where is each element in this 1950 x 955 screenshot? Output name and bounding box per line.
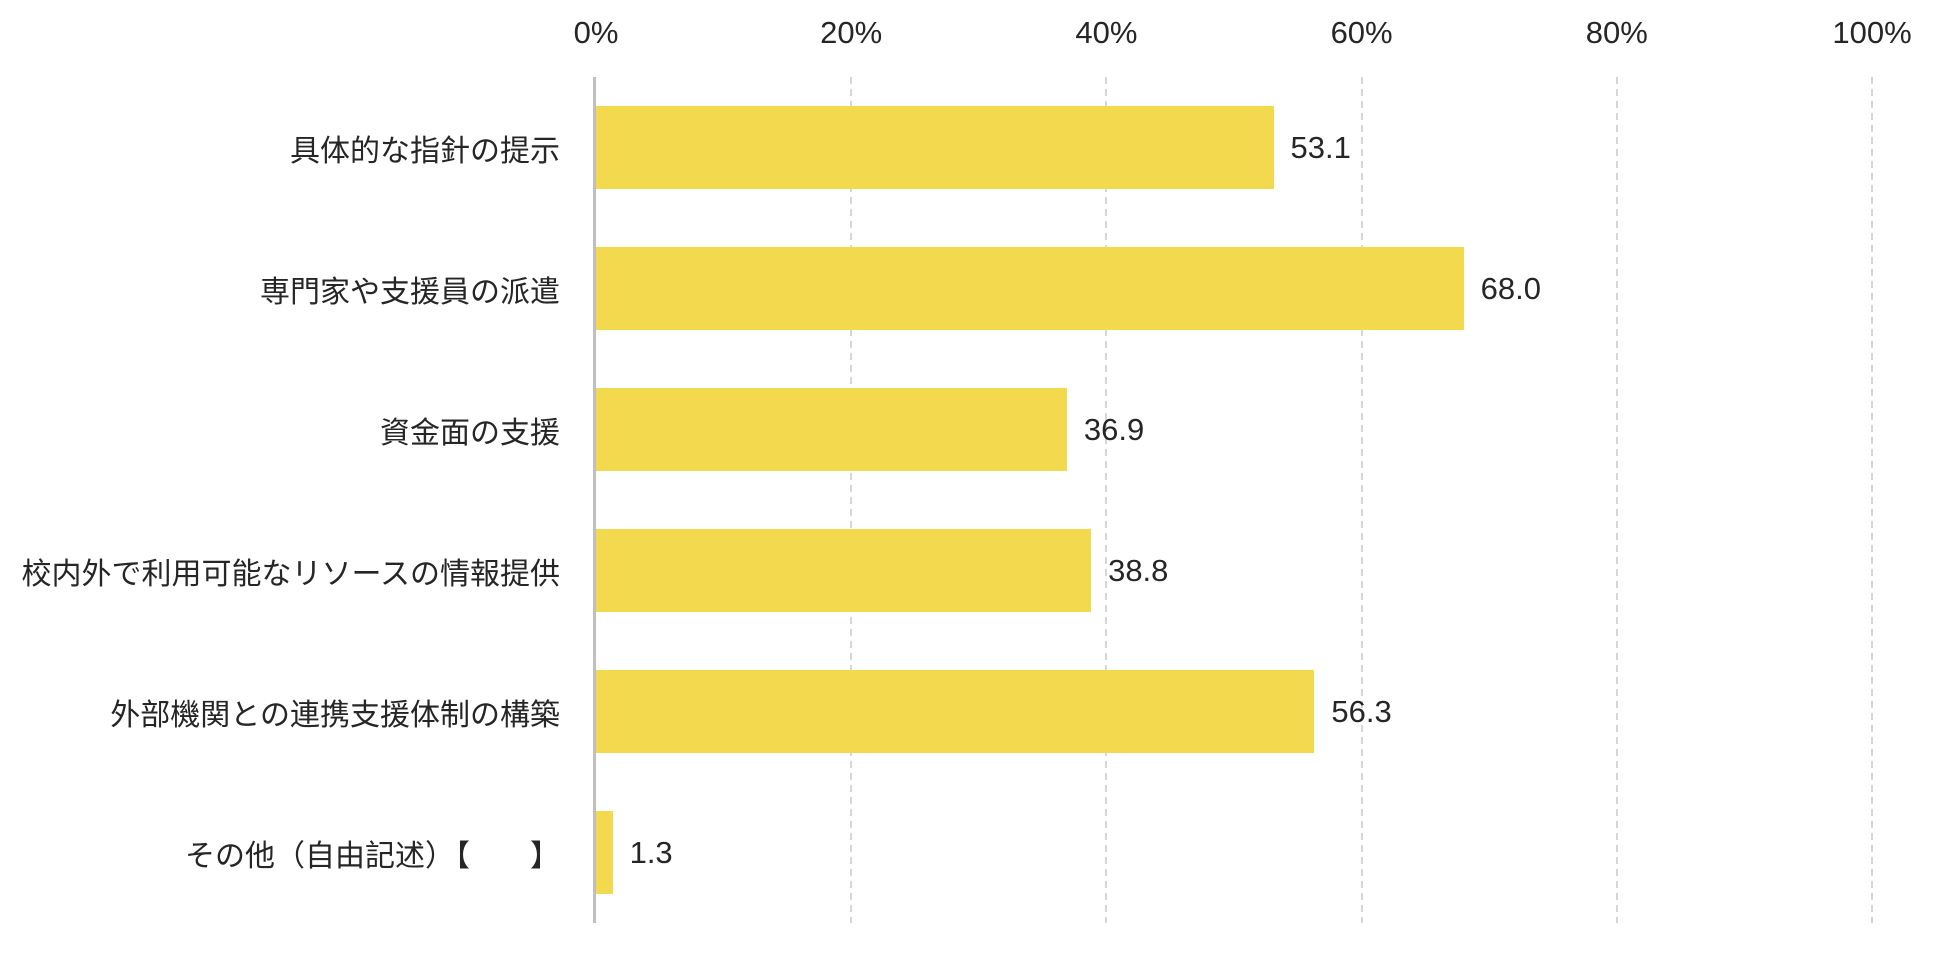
gridline-100 xyxy=(1871,77,1873,923)
bar-row-2: 68.0 xyxy=(596,218,1872,359)
value-label-2: 68.0 xyxy=(1480,270,1542,306)
value-label-3: 36.9 xyxy=(1083,411,1145,447)
gridline-80 xyxy=(1615,77,1618,923)
gridline-20 xyxy=(850,77,853,923)
bar-2 xyxy=(596,247,1464,330)
bar-row-6: 1.3 xyxy=(596,782,1872,923)
bar-4 xyxy=(596,529,1092,612)
bar-row-1: 53.1 xyxy=(596,77,1872,218)
category-label-5: 外部機関との連携支援体制の構築 xyxy=(110,698,560,732)
bar-rows: 53.1 68.0 36.9 38.8 56.3 1.3 xyxy=(596,77,1872,923)
category-label-2: 専門家や支援員の派遣 xyxy=(260,275,560,309)
bar-6 xyxy=(596,811,613,894)
x-tick-label-60: 60% xyxy=(1330,15,1393,50)
x-tick-label-0: 0% xyxy=(573,15,619,50)
category-label-4: 校内外で利用可能なリソースの情報提供 xyxy=(21,557,561,591)
value-label-6: 1.3 xyxy=(629,834,673,870)
category-axis: 具体的な指針の提示 専門家や支援員の派遣 資金面の支援 校内外で利用可能なリソー… xyxy=(0,77,561,923)
gridline-40 xyxy=(1105,77,1108,923)
value-label-4: 38.8 xyxy=(1108,552,1169,588)
y-axis-line xyxy=(593,77,596,923)
x-axis: 0% 20% 40% 60% 80% 100% xyxy=(574,10,1912,56)
gridline-60 xyxy=(1360,77,1363,923)
value-label-1: 53.1 xyxy=(1290,129,1351,165)
category-label-6: その他（自由記述）【 】 xyxy=(185,839,560,873)
value-label-5: 56.3 xyxy=(1331,693,1392,729)
plot-area: 53.1 68.0 36.9 38.8 56.3 1.3 xyxy=(593,77,1873,923)
bar-3 xyxy=(596,388,1067,471)
x-tick-label-40: 40% xyxy=(1075,15,1138,50)
bar-row-4: 38.8 xyxy=(596,500,1872,641)
x-tick-label-20: 20% xyxy=(820,15,883,50)
bar-row-5: 56.3 xyxy=(596,641,1872,782)
category-label-3: 資金面の支援 xyxy=(380,416,560,450)
x-tick-label-100: 100% xyxy=(1832,15,1912,50)
bar-5 xyxy=(596,670,1315,753)
category-label-1: 具体的な指針の提示 xyxy=(290,134,560,168)
x-tick-label-80: 80% xyxy=(1585,15,1648,50)
bar-1 xyxy=(596,106,1274,189)
bar-row-3: 36.9 xyxy=(596,359,1872,500)
